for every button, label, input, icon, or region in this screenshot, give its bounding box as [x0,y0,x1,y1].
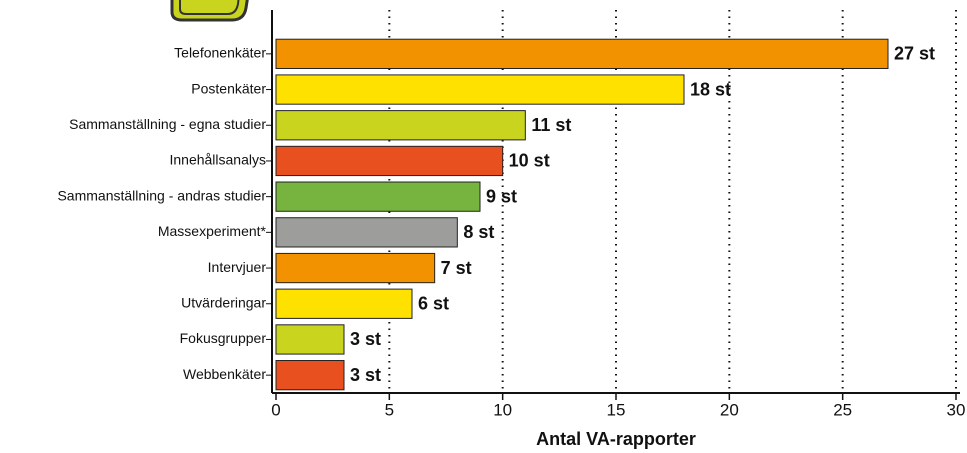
y-tick-label: Massexperiment* [158,223,267,239]
bar [275,360,345,391]
y-tick-label: Innehållsanalys [169,152,266,168]
value-label: 6 st [418,294,449,314]
bar [275,288,413,319]
bar [275,252,436,284]
bar [275,110,526,141]
y-tick-label: Webbenkäter [183,366,266,382]
value-label: 7 st [441,258,472,278]
value-label: 18 st [690,79,731,99]
y-tick-label: Intervjuer [208,259,267,275]
bar [275,145,504,177]
value-label: 3 st [350,365,381,385]
value-label: 11 st [531,115,571,135]
y-tick-label: Telefonenkäter [174,45,266,61]
y-tick-label: Sammanställning - egna studier [69,116,266,132]
value-label: 3 st [350,329,381,349]
value-label: 27 st [894,44,935,64]
x-tick-label: 15 [607,400,626,419]
value-label: 9 st [486,186,517,206]
bar [275,324,345,355]
x-tick-label: 30 [947,400,966,419]
x-tick-label: 25 [833,400,852,419]
x-tick-label: 10 [493,400,512,419]
x-tick-label: 0 [271,400,280,419]
y-tick-label: Fokusgrupper [180,330,267,346]
x-axis-title: Antal VA-rapporter [536,429,696,449]
x-tick-label: 20 [720,400,739,419]
bar [275,38,889,69]
y-tick-label: Utvärderingar [181,294,266,310]
y-tick-label: Sammanställning - andras studier [57,187,266,203]
y-tick-label: Postenkäter [191,80,266,96]
bar [275,217,458,248]
value-label: 8 st [463,222,494,242]
x-tick-label: 5 [385,400,394,419]
bar [275,181,481,212]
logo [170,0,249,22]
bar [275,74,685,105]
value-label: 10 st [509,151,550,171]
